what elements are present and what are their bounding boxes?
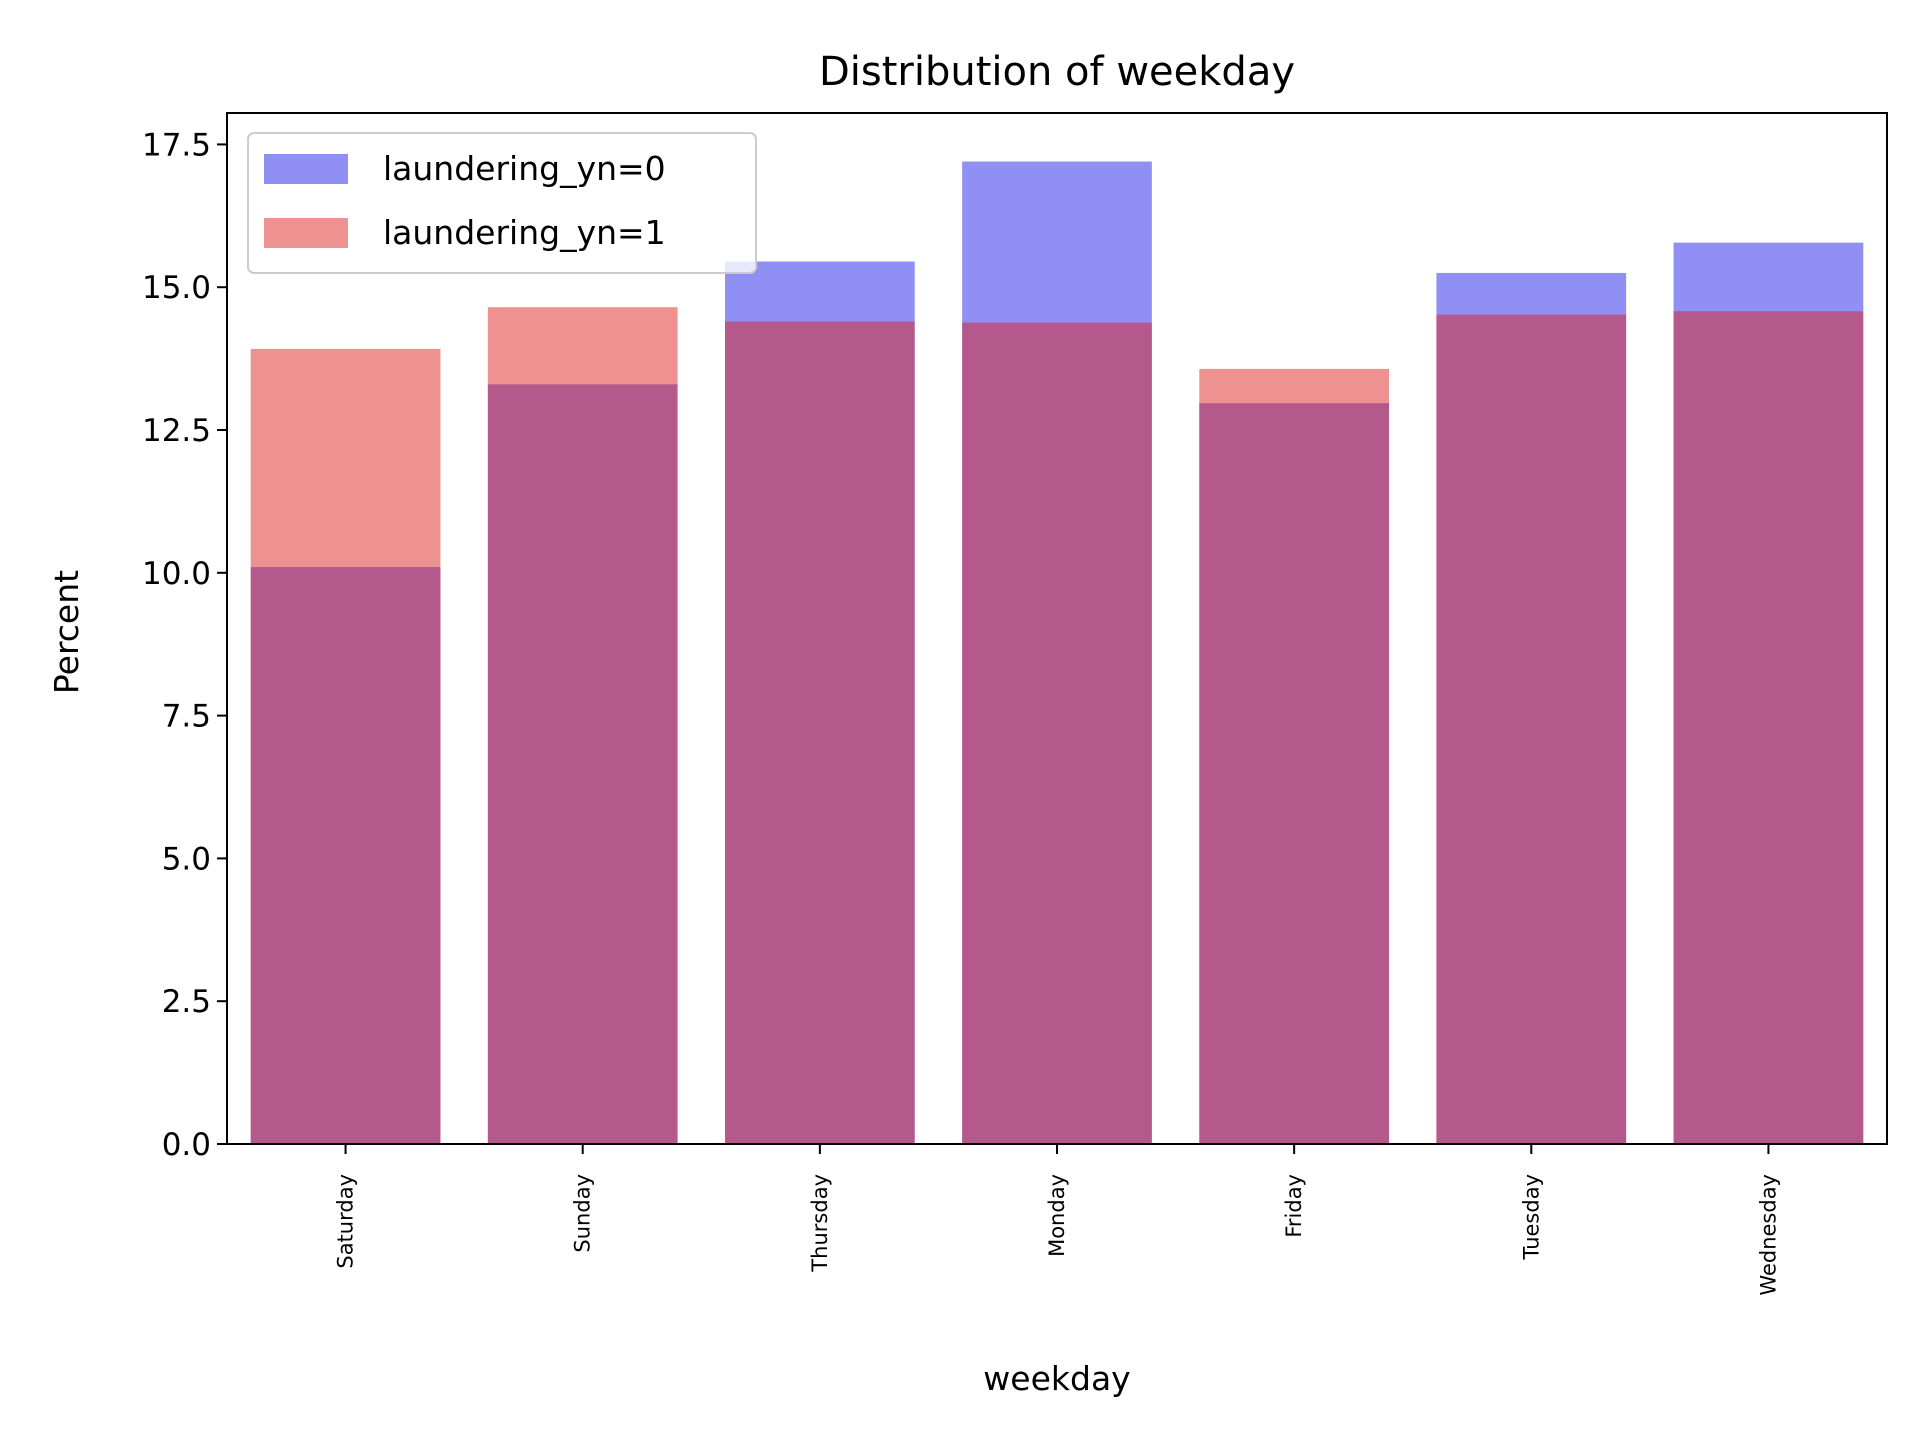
y-axis-label: Percent bbox=[47, 570, 86, 694]
legend: laundering_yn=0 laundering_yn=1 bbox=[247, 132, 757, 274]
bar-thursday-series-1 bbox=[725, 321, 915, 1145]
bar-sunday-series-1 bbox=[487, 307, 678, 1145]
y-tick-label: 2.5 bbox=[162, 984, 211, 1020]
legend-box bbox=[247, 132, 757, 274]
x-axis-label: weekday bbox=[983, 1359, 1130, 1398]
y-axis: 0.0 2.5 5.0 7.5 10.0 12.5 15.0 17.5 bbox=[142, 127, 227, 1163]
y-tick-label: 10.0 bbox=[142, 556, 211, 592]
x-tick-label-tuesday: Tuesday bbox=[1519, 1174, 1543, 1260]
chart-title: Distribution of weekday bbox=[819, 49, 1295, 95]
x-tick-label-thursday: Thursday bbox=[808, 1174, 832, 1273]
legend-label-1: laundering_yn=1 bbox=[383, 213, 666, 252]
y-tick-label: 0.0 bbox=[162, 1127, 211, 1163]
bar-saturday-series-1 bbox=[250, 348, 441, 1144]
bar-tuesday-series-1 bbox=[1436, 314, 1627, 1144]
y-tick-label: 17.5 bbox=[142, 127, 211, 163]
legend-label-0: laundering_yn=0 bbox=[383, 149, 666, 188]
y-tick-label: 7.5 bbox=[162, 699, 211, 735]
legend-swatch-0 bbox=[264, 154, 348, 184]
series-1 bbox=[250, 307, 1864, 1145]
x-tick-label-friday: Friday bbox=[1282, 1174, 1306, 1238]
y-tick-label: 15.0 bbox=[142, 270, 211, 306]
bar-friday-series-1 bbox=[1199, 368, 1389, 1144]
y-tick-label: 12.5 bbox=[142, 413, 211, 449]
bar-wednesday-series-1 bbox=[1673, 311, 1864, 1144]
legend-swatch-1 bbox=[264, 218, 348, 248]
x-tick-label-monday: Monday bbox=[1045, 1174, 1069, 1257]
x-tick-label-sunday: Sunday bbox=[571, 1174, 595, 1253]
y-tick-label: 5.0 bbox=[162, 841, 211, 877]
x-tick-label-saturday: Saturday bbox=[334, 1174, 358, 1269]
x-axis: Saturday Sunday Thursday Monday Friday Tuesda… bbox=[334, 1144, 1780, 1296]
x-tick-label-wednesday: Wednesday bbox=[1756, 1174, 1780, 1296]
bar-monday-series-1 bbox=[962, 322, 1152, 1144]
